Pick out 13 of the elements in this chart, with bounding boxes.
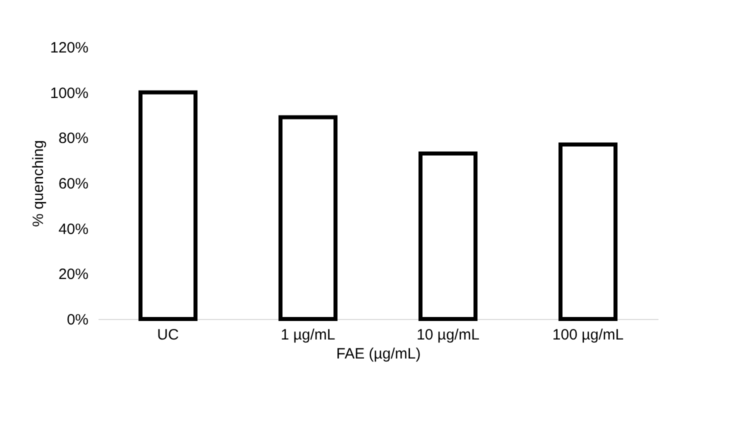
y-tick-label: 60% [58, 176, 88, 192]
y-tick-label: 0% [66, 312, 88, 328]
x-tick-label: UC [157, 326, 179, 344]
y-tick-label: 120% [50, 40, 88, 56]
y-axis-title: % quenching [30, 140, 48, 227]
y-tick-label: 100% [50, 84, 88, 102]
y-tick-label: 80% [58, 130, 88, 148]
y-tick-label: 40% [58, 220, 88, 238]
x-tick-label: 100 µg/mL [552, 326, 624, 344]
x-axis-title: FAE (µg/mL) [336, 346, 421, 362]
x-tick-label: 1 µg/mL [280, 326, 336, 344]
y-tick-label: 20% [58, 266, 88, 284]
x-tick-label: 10 µg/mL [416, 326, 480, 344]
